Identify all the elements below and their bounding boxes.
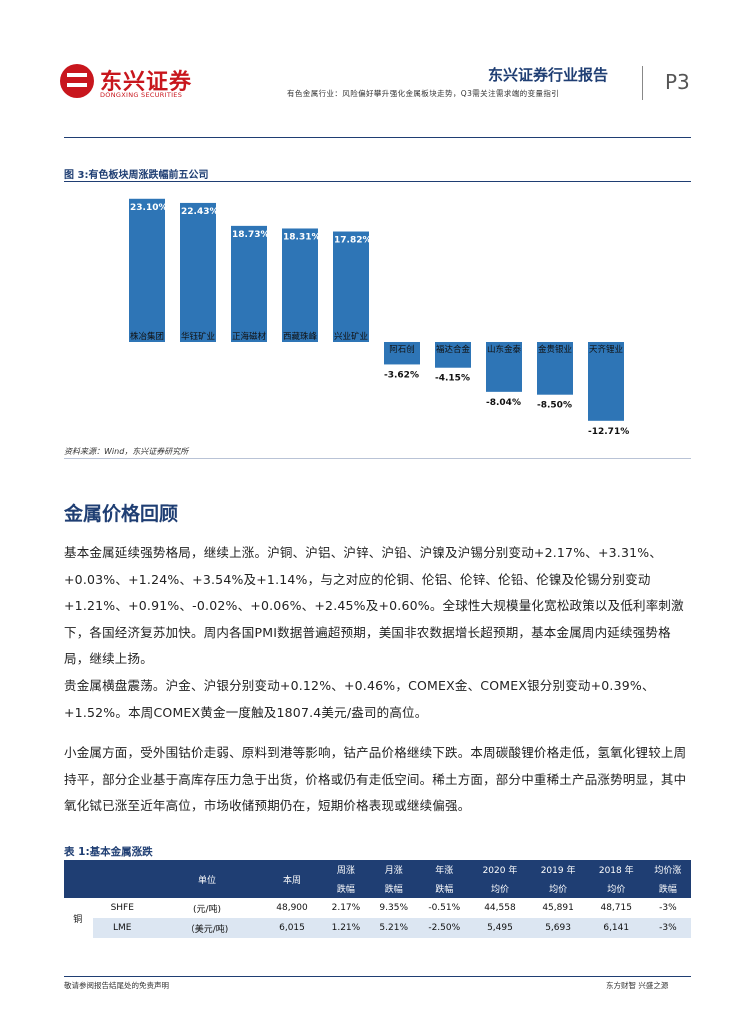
figure-title-rule (64, 181, 691, 182)
bar-value-label: -4.15% (435, 374, 470, 384)
category-label: 兴业矿业 (334, 331, 368, 342)
paragraph-text: 基本金属延续强势格局，继续上涨。沪铜、沪铝、沪锌、沪铅、沪镍及沪锡分别变动+2.… (64, 545, 684, 666)
bar-value-label: 23.10% (130, 203, 168, 213)
cell-2018: 48,715 (600, 903, 632, 913)
footer-slogan: 东方财智 兴盛之源 (606, 981, 669, 990)
table-header-row: 单位 本周 周涨 月涨 年涨 2020 年 2019 年 2018 年 均价涨 (64, 860, 691, 898)
header-blank (92, 860, 152, 898)
cell-monthly: 5.21% (369, 918, 418, 938)
table-row: LME （美元/吨) 6,015 1.21% 5.21% -2.50% 5,49… (64, 918, 691, 938)
header-yearly-change: 年涨 (417, 860, 471, 879)
header-weekly-change: 周涨 (322, 860, 370, 879)
metal-name: 铜 (64, 898, 93, 938)
table-header-row-2: 跌幅 跌幅 跌幅 均价 均价 均价 跌幅 (64, 879, 691, 898)
table-row: 铜 SHFE (元/吨) 48,900 2.17% 9.35% -0.51% 4… (64, 898, 691, 938)
header-rule (64, 137, 691, 138)
bar-3 (231, 225, 267, 342)
category-label: 天齐锂业 (589, 344, 623, 355)
logo-english-text: DONGXING SECURITIES (100, 91, 183, 99)
header-2018: 2018 年 (587, 860, 646, 879)
report-title: 东兴证券行业报告 (488, 66, 609, 84)
logo-text: 东兴证券 (100, 70, 193, 95)
header-2018-2: 均价 (587, 879, 646, 898)
bar-6 (384, 342, 420, 365)
bar-7 (435, 342, 471, 368)
bar-value-label: 18.73% (232, 230, 270, 240)
cell-unit: （美元/吨) (152, 918, 262, 938)
cell-2020: 44,558 (484, 903, 516, 913)
top-five-movers-bar-chart: 23.10% 株冶集团 22.43% 华钰矿业 18.73% 正海磁材 18.31% 西藏珠峰… (129, 198, 629, 437)
header-divider (642, 66, 643, 100)
figure-title: 图 3:有色板块周涨跌幅前五公司 (64, 170, 209, 181)
cell-week: 6,015 (262, 918, 322, 938)
header-week: 本周 (262, 860, 322, 898)
paragraph-base-metals: 基本金属延续强势格局，继续上涨。沪铜、沪铝、沪锌、沪铅、沪镍及沪锡分别变动+2.… (64, 540, 691, 673)
section-heading: 金属价格回顾 (64, 503, 179, 525)
cell-weekly: 1.21% (322, 918, 370, 938)
category-label: 株冶集团 (130, 331, 164, 342)
figure-source: 资料来源：Wind，东兴证券研究所 (64, 447, 189, 456)
footer-rule (64, 976, 691, 977)
category-label: 福达合金 (436, 344, 471, 355)
bar-value-label: -12.71% (588, 427, 629, 437)
cell-avg: -3% (659, 903, 677, 913)
bar-9 (537, 342, 573, 395)
bar-1 (129, 198, 165, 342)
header-avg-change-2: 跌幅 (645, 879, 691, 898)
header-monthly-change: 月涨 (369, 860, 418, 879)
cell-2018: 6,141 (587, 918, 646, 938)
bar-value-label: -8.50% (537, 401, 572, 411)
cell-week: 48,900 (276, 903, 308, 913)
table-title: 表 1:基本金属涨跌 (64, 846, 153, 858)
category-label: 金贵银业 (538, 344, 572, 355)
cell-unit: (元/吨) (192, 904, 222, 915)
cell-weekly: 2.17% (331, 903, 361, 913)
source-rule (64, 458, 691, 459)
category-label: 华钰矿业 (181, 331, 215, 342)
bar-8 (486, 342, 522, 392)
category-label: 阿石创 (389, 344, 415, 355)
header-2020: 2020 年 (470, 860, 530, 879)
cell-2020: 5,495 (470, 918, 530, 938)
bar-4 (282, 228, 318, 342)
disclaimer-note: 敬请参阅报告结尾处的免责声明 (64, 981, 169, 990)
category-label: 西藏珠峰 (283, 331, 318, 342)
bar-value-label: -8.04% (486, 398, 521, 408)
company-logo-icon (60, 64, 94, 98)
cell-yearly: -2.50% (417, 918, 471, 938)
header-weekly-change-2: 跌幅 (322, 879, 370, 898)
paragraph-minor-metals: 小金属方面，受外围钴价走弱、原料到港等影响，钴产品价格继续下跌。本周碳酸锂价格走… (64, 740, 691, 820)
cell-market: LME (92, 918, 152, 938)
header-blank (64, 860, 92, 898)
report-subtitle: 有色金属行业：风险偏好攀升强化金属板块走势，Q3需关注需求端的变量指引 (287, 89, 560, 98)
header-monthly-change-2: 跌幅 (369, 879, 418, 898)
cell-yearly: -0.51% (428, 903, 461, 913)
base-metals-table: 单位 本周 周涨 月涨 年涨 2020 年 2019 年 2018 年 均价涨 … (64, 860, 691, 938)
header-unit: 单位 (152, 860, 262, 898)
header-2019: 2019 年 (529, 860, 588, 879)
header-avg-change: 均价涨 (645, 860, 691, 879)
header-2020-2: 均价 (470, 879, 530, 898)
bar-value-label: 18.31% (283, 232, 321, 242)
bar-value-label: 22.43% (181, 207, 219, 217)
page-number: P3 (665, 70, 690, 94)
header-yearly-change-2: 跌幅 (417, 879, 471, 898)
cell-avg: -3% (645, 918, 691, 938)
cell-2019: 45,891 (542, 903, 574, 913)
cell-market: SHFE (110, 903, 134, 913)
bar-value-label: 17.82% (334, 236, 372, 246)
cell-monthly: 9.35% (379, 903, 409, 913)
header-2019-2: 均价 (529, 879, 588, 898)
category-label: 山东金泰 (487, 344, 522, 355)
paragraph-text: 贵金属横盘震荡。沪金、沪银分别变动+0.12%、+0.46%，COMEX金、CO… (64, 678, 655, 720)
paragraph-text: 小金属方面，受外围钴价走弱、原料到港等影响，钴产品价格继续下跌。本周碳酸锂价格走… (64, 745, 687, 813)
bar-10 (588, 342, 624, 421)
bar-value-label: -3.62% (384, 370, 419, 380)
paragraph-precious-metals: 贵金属横盘震荡。沪金、沪银分别变动+0.12%、+0.46%，COMEX金、CO… (64, 673, 691, 726)
bar-5 (333, 231, 369, 342)
category-label: 正海磁材 (232, 331, 267, 342)
cell-2019: 5,693 (529, 918, 588, 938)
bar-2 (180, 202, 216, 342)
